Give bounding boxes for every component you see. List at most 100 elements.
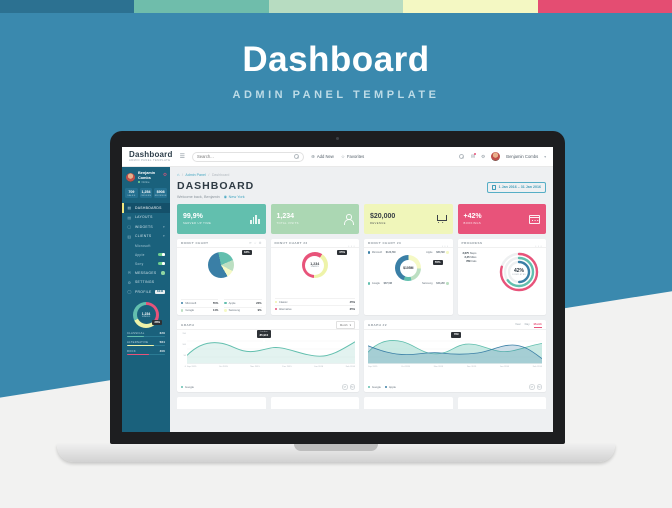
- pie-chart[interactable]: [208, 252, 235, 278]
- bar-chart-icon: [250, 214, 260, 224]
- date-range-picker[interactable]: 1 Jan 2016 – 31 Jan 2016: [486, 182, 546, 193]
- sidebar-item-profile[interactable]: ◯ PROFILE NEW: [127, 289, 165, 295]
- calendar-book-icon: [529, 214, 540, 224]
- progress-center: 42% COMPLETED: [512, 268, 526, 276]
- sidebar-item-widgets[interactable]: ▢ WIDGETS ▾: [127, 224, 165, 230]
- stat-card-visits[interactable]: 1,234 TOTAL VISITS: [270, 204, 359, 234]
- profile-badge: NEW: [155, 289, 165, 294]
- ring-chart[interactable]: 1,234 SHARES: [301, 252, 328, 278]
- user-avatar[interactable]: [491, 152, 501, 161]
- main-content: ⌂ / Admin Panel / Dashboard DASHBOARD We…: [170, 167, 553, 432]
- gear-icon[interactable]: ⚙: [481, 153, 486, 159]
- sidebar-avatar: [126, 173, 135, 183]
- undo-icon[interactable]: ↺: [342, 384, 348, 390]
- sidebar-item-microsoft[interactable]: Microsoft: [135, 243, 151, 248]
- chevron-down-icon: ▾: [349, 322, 351, 327]
- sidebar-item-settings[interactable]: ⚙ SETTINGS: [127, 280, 155, 285]
- graph-1-card: GRAPH Month ▾ 150 100 50 0: [177, 320, 359, 392]
- search-icon[interactable]: [458, 153, 465, 160]
- donut-chart[interactable]: $105M: [395, 255, 422, 281]
- app-logo-title: Dashboard: [129, 149, 173, 159]
- line-chart: 150 100 50 0: [182, 330, 355, 368]
- online-dot: [138, 181, 140, 184]
- home-icon[interactable]: ⌂: [177, 172, 180, 177]
- sidebar-donut-label: SHARES: [141, 315, 151, 318]
- favorites-label: Favorites: [346, 154, 365, 159]
- refresh-icon[interactable]: ⟳: [249, 241, 252, 245]
- progress-rock: ROCK 406: [127, 350, 165, 356]
- menu-toggle-icon[interactable]: ☰: [179, 154, 185, 160]
- sidebar-user[interactable]: Benjamin Combs Online ⚙: [122, 167, 170, 187]
- donut3-legend-top: Microsoft $123,5M Apple $80,5M: [368, 251, 449, 254]
- sidebar-item-apple[interactable]: Apple: [122, 250, 170, 259]
- search-icon: [293, 154, 299, 159]
- period-select[interactable]: Month ▾: [335, 320, 355, 329]
- stripe-blue: [0, 0, 135, 13]
- dashboard-screen: Dashboard ADMIN PANEL TEMPLATE ☰ ⊕ Add N…: [122, 147, 553, 432]
- favorites-button[interactable]: ☆ Favorites: [341, 154, 364, 160]
- card-title: GRAPH #2: [368, 322, 388, 327]
- stat-card-revenue[interactable]: $20,000 REVENUE: [364, 204, 453, 234]
- add-new-button[interactable]: ⊕ Add New: [311, 154, 334, 160]
- partial-card: [364, 397, 453, 409]
- sidebar-item-layouts[interactable]: ▤ LAYOUTS: [127, 215, 153, 220]
- sidebar: Benjamin Combs Online ⚙ 709 SALES 1,2: [122, 167, 170, 432]
- sony-toggle[interactable]: [158, 261, 165, 266]
- partial-card: [177, 397, 266, 409]
- stat-tile-sales[interactable]: 709 SALES: [125, 188, 138, 199]
- period-tabs: Year Day Month: [515, 322, 542, 328]
- sidebar-donut-tooltip: 38%: [152, 319, 162, 325]
- welcome-text: Welcome back, Benjamin: [177, 194, 220, 199]
- apple-toggle[interactable]: [158, 252, 165, 257]
- sidebar-item-sony[interactable]: Sony: [122, 259, 170, 268]
- chevron-down-icon[interactable]: ▾: [544, 154, 546, 159]
- sidebar-user-name: Benjamin Combs: [138, 171, 156, 180]
- cart-icon: [436, 214, 447, 224]
- ring-tooltip: 65%: [337, 250, 347, 255]
- donut3-tooltip: 55%: [432, 260, 443, 265]
- tab-month[interactable]: Month: [533, 321, 542, 328]
- partial-cards-row: [177, 397, 546, 409]
- add-new-label: Add New: [316, 154, 334, 159]
- gear-icon[interactable]: ⚙: [258, 241, 262, 245]
- graph-legend: Google: [181, 385, 194, 389]
- stripe-seagreen: [134, 0, 269, 13]
- redo-icon[interactable]: ↻: [349, 384, 355, 390]
- tab-year[interactable]: Year: [514, 321, 521, 326]
- chart-tooltip: 789: [451, 332, 462, 342]
- sidebar-item-messages[interactable]: ✉ MESSAGES: [122, 268, 170, 278]
- sidebar-stats: 709 SALES 1,254 ORDERS $908 REVENUE: [122, 187, 170, 201]
- search-input[interactable]: [196, 154, 291, 159]
- chart-tooltip: London 85,910: [257, 330, 271, 343]
- layouts-icon: ▤: [127, 215, 132, 220]
- search-field[interactable]: [191, 151, 304, 162]
- stripe-paleyellow: [403, 0, 538, 13]
- sidebar-item-clients[interactable]: ▥ CLIENTS ▾: [127, 234, 165, 239]
- breadcrumb: ⌂ / Admin Panel / Dashboard: [177, 172, 230, 177]
- user-settings-icon[interactable]: ⚙: [162, 172, 167, 177]
- stat-tile-revenue[interactable]: $908 REVENUE: [154, 188, 168, 199]
- location-link[interactable]: ◉ New York: [223, 194, 245, 200]
- stat-card-bookings[interactable]: +42% BOOKINGS: [457, 204, 546, 234]
- sidebar-menu: ▦ DASHBOARDS ▤ LAYOUTS ▢ WIDGETS ▾ ▥ C: [122, 203, 170, 297]
- tab-day[interactable]: Day: [524, 321, 530, 326]
- card-title: GRAPH: [181, 322, 195, 327]
- app-logo[interactable]: Dashboard ADMIN PANEL TEMPLATE: [129, 149, 173, 163]
- ring-legend: Classic 45% Alternative 35%: [274, 298, 355, 312]
- donut-chart-2-card: DONUT CHART #2 1,234 SHARES: [270, 239, 359, 315]
- notification-badge: [473, 152, 477, 155]
- card-title: DONUT CHART #3: [368, 241, 402, 245]
- user-menu[interactable]: Benjamin Combs: [506, 154, 539, 159]
- sidebar-item-dashboards[interactable]: ▦ DASHBOARDS: [122, 203, 170, 213]
- notifications-icon[interactable]: ✉: [470, 152, 477, 160]
- redo-icon[interactable]: ↻: [536, 384, 542, 390]
- star-icon[interactable]: ☆: [253, 241, 257, 245]
- stat-tile-orders[interactable]: 1,254 ORDERS: [139, 188, 153, 199]
- stat-cards-row: 99,9% SERVER UP TIME 1,234 TOTAL VISITS $2…: [177, 204, 546, 234]
- donut3-legend-bottom: Google $87,5M Samsung $43,2M: [368, 282, 449, 285]
- breadcrumb-admin-panel[interactable]: Admin Panel: [185, 172, 206, 177]
- progress-alternative: ALTERNATIVE 584: [127, 341, 165, 347]
- card-title: DONUT CHART #2: [274, 241, 308, 245]
- undo-icon[interactable]: ↺: [529, 384, 535, 390]
- stat-card-uptime[interactable]: 99,9% SERVER UP TIME: [177, 204, 266, 234]
